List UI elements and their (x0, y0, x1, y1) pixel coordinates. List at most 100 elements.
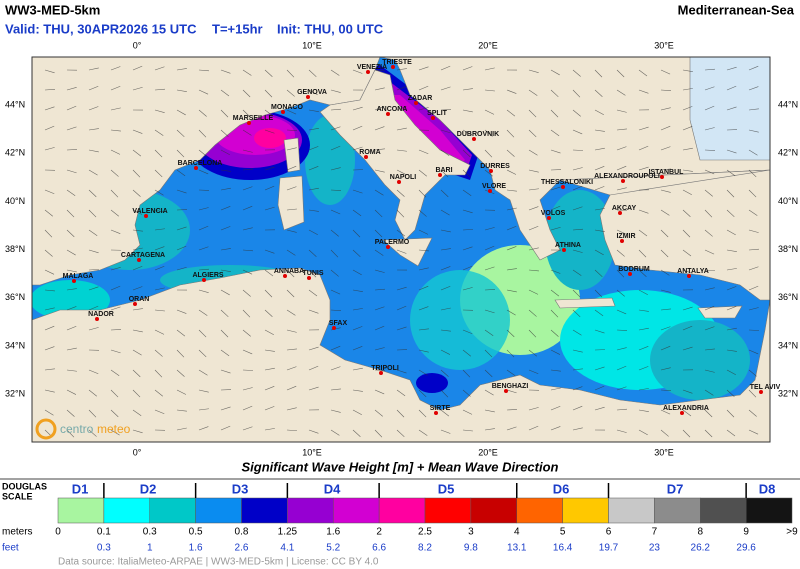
city-dot (366, 70, 370, 74)
wave-arrow (88, 286, 99, 291)
city-label: TRIESTE (382, 59, 412, 66)
wave-arrow (132, 209, 143, 215)
wave-arrow (704, 189, 713, 197)
wave-arrow (44, 209, 53, 217)
wave-arrow (220, 149, 230, 155)
land (277, 175, 305, 231)
meters-tick: 1.25 (278, 527, 298, 538)
wave-arrow (528, 247, 539, 251)
wave-arrow (242, 405, 253, 411)
wave-arrow (88, 269, 99, 271)
wave-arrow (528, 289, 539, 295)
city-label: AKCAY (612, 205, 637, 212)
wave-arrow (550, 405, 561, 411)
wave-arrow (396, 326, 407, 331)
wave-arrow (132, 369, 141, 378)
wave-arrow (484, 309, 495, 314)
lat-label: 40°N (5, 196, 25, 206)
wave-arrow (374, 288, 385, 291)
lon-label: 30°E (654, 40, 674, 50)
wave-arrow (88, 67, 99, 71)
wave-arrow (352, 346, 363, 351)
land (319, 69, 471, 241)
wave-arrow (396, 369, 407, 374)
step: T=+15hr (212, 21, 263, 36)
wave-arrow (682, 69, 693, 72)
wave-arrow (198, 389, 209, 393)
feet-tick: 13.1 (507, 543, 527, 554)
wave-arrow (704, 409, 713, 418)
wave-arrow (660, 326, 671, 331)
wave-arrow (242, 387, 253, 391)
lon-label: 30°E (654, 447, 674, 457)
wave-arrow (616, 229, 627, 235)
city-dot (397, 180, 401, 184)
wave-arrow (726, 189, 735, 198)
wave-arrow (528, 69, 539, 73)
wave-zone (545, 190, 615, 290)
meters-tick: 1.6 (326, 527, 340, 538)
wave-arrow (264, 166, 275, 171)
wave-arrow (726, 229, 736, 236)
wave-arrow (286, 208, 297, 211)
wave-arrow (418, 369, 428, 376)
wave-arrow (154, 129, 164, 136)
wave-arrow (660, 367, 671, 371)
wave-arrow (286, 429, 297, 432)
wave-arrow (352, 69, 363, 74)
wave-arrow (594, 329, 605, 334)
wave-arrow (616, 89, 626, 96)
wave-arrow (550, 289, 560, 297)
wave-arrow (506, 225, 517, 231)
wave-arrow (176, 89, 187, 93)
wave-arrow (396, 286, 407, 291)
wave-arrow (616, 386, 627, 391)
wave-arrow (44, 89, 55, 91)
city-dot (202, 278, 206, 282)
wave-arrow (198, 225, 209, 231)
wave-arrow (176, 349, 185, 358)
wave-arrow (286, 186, 297, 191)
wave-arrow (528, 89, 538, 96)
wave-arrow (528, 329, 537, 338)
city-label: IZMIR (616, 233, 635, 240)
wave-arrow (660, 125, 671, 131)
wave-arrow (660, 89, 671, 92)
wave-arrow (154, 189, 164, 196)
wave-arrow (88, 149, 99, 153)
wave-arrow (748, 209, 758, 216)
wave-arrow (374, 369, 386, 371)
wave-arrow (572, 89, 581, 98)
wave-arrow (352, 308, 363, 311)
legend-bin (700, 497, 747, 524)
wave-arrow (154, 88, 165, 91)
wave-arrow (550, 329, 559, 337)
wave-arrow (616, 187, 627, 191)
wave-arrow (660, 269, 670, 276)
wave-arrow (682, 229, 691, 238)
wave-arrow (176, 389, 187, 395)
wave-arrow (572, 249, 583, 253)
wave-arrow (638, 327, 649, 331)
city-label: VLORE (482, 183, 506, 190)
wave-arrow (286, 229, 297, 233)
wave-arrow (418, 409, 427, 418)
wave-arrow (506, 389, 517, 394)
wave-arrow (594, 89, 603, 97)
footer: Data source: ItaliaMeteo-ARPAE | WW3-MED… (58, 557, 379, 568)
wave-arrow (132, 329, 143, 333)
wave-arrow (44, 147, 55, 151)
wave-arrow (374, 229, 383, 238)
douglas-code: D4 (324, 481, 341, 496)
lon-label: 10°E (302, 40, 322, 50)
legend-bin (149, 497, 196, 524)
wave-arrow (88, 106, 99, 111)
city-label: TEL AVIV (750, 384, 781, 391)
wave-arrow (726, 249, 737, 252)
wave-arrow (352, 249, 361, 258)
wave-arrow (220, 129, 229, 137)
wave-arrow (88, 389, 97, 397)
wave-arrow (594, 229, 605, 232)
wave-arrow (660, 107, 671, 111)
wave-arrow (198, 69, 209, 72)
